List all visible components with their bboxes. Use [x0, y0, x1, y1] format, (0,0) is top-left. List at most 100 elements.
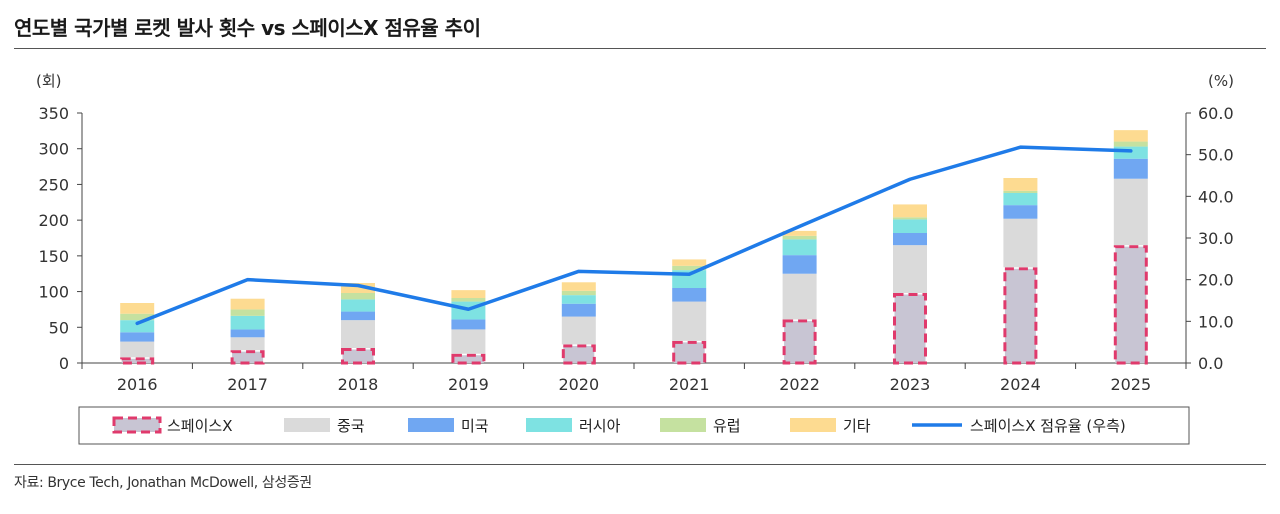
- bar-segment: [1113, 158, 1148, 179]
- spacex-share-line: [135, 145, 1133, 326]
- left-tick-label: 50: [49, 318, 69, 337]
- right-tick-label: 50.0: [1198, 146, 1234, 165]
- legend-box: [78, 406, 1190, 445]
- x-tick-label: 2020: [558, 375, 599, 394]
- bar-spacex: [120, 357, 155, 365]
- bar-segment: [672, 301, 707, 341]
- right-axis-unit: (%): [1208, 72, 1234, 90]
- bar-segment: [893, 204, 927, 218]
- bar-segment: [782, 239, 817, 256]
- bar-segment: [893, 217, 927, 220]
- bar-segment: [341, 293, 375, 300]
- legend-swatch: [284, 418, 330, 432]
- bar-segment: [1003, 205, 1038, 219]
- bar-segment: [1113, 178, 1148, 246]
- bar-segment: [1003, 218, 1038, 268]
- bar-segment: [561, 290, 596, 296]
- bar-segment: [561, 295, 596, 304]
- legend-swatch: [790, 418, 836, 432]
- legend-label: 미국: [461, 417, 489, 435]
- bar-segment: [893, 219, 927, 233]
- x-tick-label: 2016: [117, 375, 158, 394]
- x-tick-label: 2023: [890, 375, 931, 394]
- legend-swatch: [408, 418, 454, 432]
- bar-segment: [451, 298, 486, 302]
- bar-segment: [893, 245, 927, 293]
- legend-label: 유럽: [713, 417, 741, 435]
- bar-segment: [341, 320, 375, 348]
- x-tick-label: 2018: [338, 375, 379, 394]
- left-tick-label: 150: [38, 247, 69, 266]
- bar-spacex: [672, 340, 707, 365]
- x-tick-label: 2022: [779, 375, 820, 394]
- title-divider: [14, 48, 1266, 49]
- right-tick-label: 20.0: [1198, 271, 1234, 290]
- right-tick-label: 10.0: [1198, 312, 1234, 331]
- bar-spacex: [893, 293, 927, 365]
- bar-segment: [120, 313, 155, 321]
- legend-label: 중국: [337, 417, 365, 435]
- right-tick-label: 30.0: [1198, 229, 1234, 248]
- bar-segment: [561, 316, 596, 345]
- bar-segment: [782, 255, 817, 274]
- bar-segment: [672, 259, 707, 266]
- bar-spacex: [1113, 245, 1148, 365]
- bar-segment: [1003, 178, 1038, 191]
- legend-label: 스페이스X: [167, 417, 232, 435]
- bar-spacex: [1003, 267, 1038, 365]
- chart-title: 연도별 국가별 로켓 발사 횟수 vs 스페이스X 점유율 추이: [14, 16, 481, 40]
- bar-segment: [120, 303, 155, 314]
- bar-segment: [341, 283, 375, 293]
- legend-label: 기타: [843, 417, 871, 435]
- legend-label: 스페이스X 점유율 (우측): [970, 417, 1126, 435]
- legend-label: 러시아: [579, 417, 621, 435]
- bar-segment: [120, 320, 155, 333]
- left-axis-unit: (회): [36, 72, 62, 90]
- bar-spacex: [561, 344, 596, 365]
- bar-spacex: [782, 319, 817, 365]
- bar-spacex: [230, 350, 265, 365]
- bar-segment: [1113, 130, 1148, 142]
- bar-segment: [341, 311, 375, 321]
- bar-segment: [561, 303, 596, 317]
- bar-segment: [672, 288, 707, 302]
- left-tick-label: 250: [38, 175, 69, 194]
- x-tick-label: 2017: [227, 375, 268, 394]
- bar-segment: [893, 233, 927, 246]
- bar-segment: [230, 298, 265, 310]
- bar-segment: [1003, 193, 1038, 206]
- bar-segment: [230, 337, 265, 351]
- bar-segment: [120, 332, 155, 342]
- bar-segment: [451, 319, 486, 330]
- right-tick-label: 0.0: [1198, 354, 1223, 373]
- left-tick-label: 200: [38, 211, 69, 230]
- x-tick-label: 2025: [1110, 375, 1151, 394]
- bar-segment: [672, 265, 707, 271]
- legend-swatch: [112, 416, 162, 434]
- legend-swatch: [660, 418, 706, 432]
- bar-segment: [782, 230, 817, 236]
- x-tick-label: 2021: [669, 375, 710, 394]
- bar-segment: [782, 235, 817, 240]
- legend-swatch: [526, 418, 572, 432]
- bar-segment: [451, 290, 486, 298]
- bar-segment: [561, 282, 596, 291]
- bar-segment: [451, 329, 486, 354]
- bar-spacex: [451, 353, 486, 365]
- bar-segment: [782, 273, 817, 320]
- bar-segment: [341, 299, 375, 312]
- footer-divider: [14, 464, 1266, 465]
- bar-segment: [230, 329, 265, 338]
- x-tick-label: 2024: [1000, 375, 1041, 394]
- bar-segment: [230, 315, 265, 330]
- source-note: 자료: Bryce Tech, Jonathan McDowell, 삼성증권: [14, 475, 312, 491]
- right-tick-label: 60.0: [1198, 104, 1234, 123]
- bar-segment: [1003, 190, 1038, 193]
- right-tick-label: 40.0: [1198, 187, 1234, 206]
- bar-spacex: [341, 348, 375, 365]
- left-tick-label: 100: [38, 283, 69, 302]
- bar-segment: [120, 341, 155, 358]
- left-tick-label: 350: [38, 104, 69, 123]
- bar-segment: [230, 309, 265, 316]
